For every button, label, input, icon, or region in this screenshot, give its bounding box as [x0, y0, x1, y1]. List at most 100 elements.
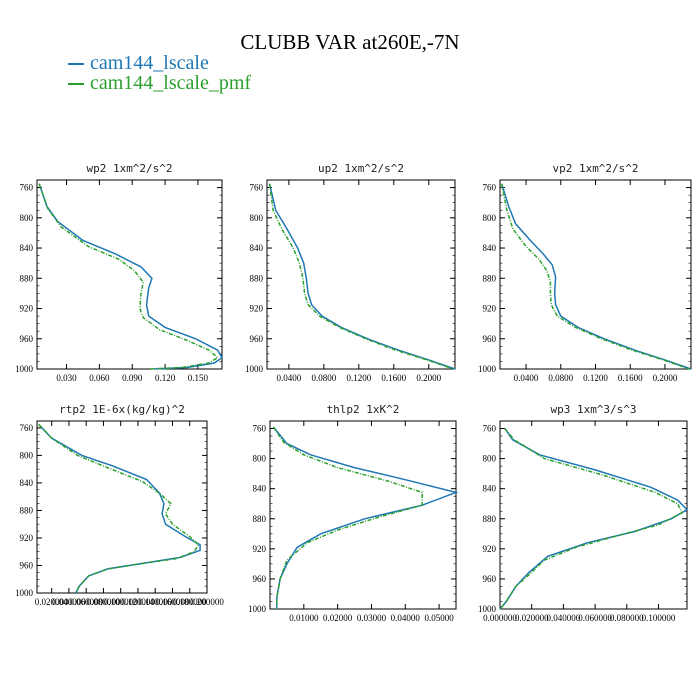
panel-title: wp2 1xm^2/s^2	[86, 162, 172, 175]
panel-1: wp2 1xm^2/s^2 760 800 840 880 920 960 1000 0.030…	[15, 162, 223, 383]
x-tick-label: 0.03000	[357, 613, 387, 623]
y-tick-label: 920	[253, 544, 267, 554]
y-tick-label: 880	[20, 273, 34, 283]
plot-frame	[269, 420, 457, 610]
y-tick-label: 1000	[478, 604, 497, 614]
y-tick-label: 880	[250, 273, 264, 283]
panel-3: vp2 1xm^2/s^2 760 800 840 880 920 960 1000 0.040…	[478, 162, 692, 383]
y-tick-label: 920	[483, 304, 497, 314]
x-tick-label: 0.060000	[69, 597, 103, 607]
x-tick-label: 0.000000	[483, 613, 517, 623]
x-tick-label: 0.1600	[381, 373, 406, 383]
legend-label: cam144_lscale_pmf	[90, 72, 252, 94]
x-tick-label: 0.200000	[190, 597, 224, 607]
x-tick-label: 0.060000	[578, 613, 612, 623]
y-tick-label: 880	[483, 514, 497, 524]
y-tick-label: 960	[250, 334, 264, 344]
x-tick-label: 0.020000	[515, 613, 549, 623]
legend-swatch-blue	[68, 63, 84, 66]
y-tick-label: 920	[250, 304, 264, 314]
panel-2: up2 1xm^2/s^2 760 800 840 880 920 960 1000 0.040…	[245, 162, 456, 383]
series-line-lscale	[272, 426, 459, 609]
y-tick-label: 760	[20, 423, 34, 433]
y-tick-label: 920	[20, 304, 34, 314]
x-tick-label: 0.180000	[173, 597, 207, 607]
y-tick-label: 760	[483, 183, 497, 193]
panel-title: thlp2 1xK^2	[327, 403, 400, 416]
y-tick-label: 800	[20, 213, 34, 223]
x-tick-label: 0.160000	[156, 597, 190, 607]
x-tick-label: 0.150	[188, 373, 209, 383]
plot-frame	[36, 420, 208, 594]
x-tick-label: 0.040000	[52, 597, 86, 607]
legend-swatch-green	[68, 83, 84, 86]
series-line-lscale	[268, 183, 456, 370]
series-line-lscale	[38, 183, 223, 370]
panel-title: up2 1xm^2/s^2	[318, 162, 404, 175]
x-tick-label: 0.020000	[35, 597, 69, 607]
series-line-lscale-pmf	[268, 183, 454, 370]
series-line-lscale-pmf	[499, 428, 684, 610]
y-tick-label: 840	[20, 478, 34, 488]
x-tick-label: 0.040000	[547, 613, 581, 623]
x-tick-label: 0.090	[122, 373, 143, 383]
x-tick-label: 0.0400	[514, 373, 539, 383]
y-tick-label: 1000	[15, 364, 34, 374]
x-tick-label: 0.140000	[138, 597, 172, 607]
y-tick-label: 800	[20, 450, 34, 460]
y-tick-label: 1000	[248, 604, 267, 614]
y-tick-label: 1000	[478, 364, 497, 374]
plot-frame	[266, 179, 456, 370]
x-tick-label: 0.0800	[311, 373, 336, 383]
x-tick-label: 0.01000	[289, 613, 319, 623]
y-tick-label: 760	[483, 424, 497, 434]
y-tick-label: 760	[20, 183, 34, 193]
y-tick-label: 840	[483, 243, 497, 253]
plot-frame	[36, 179, 223, 370]
x-tick-label: 0.04000	[391, 613, 421, 623]
y-tick-label: 800	[253, 454, 267, 464]
y-tick-label: 1000	[245, 364, 264, 374]
x-tick-label: 0.2000	[653, 373, 678, 383]
x-tick-label: 0.1200	[346, 373, 371, 383]
series-line-lscale-pmf	[500, 183, 690, 370]
x-tick-label: 0.2000	[416, 373, 441, 383]
y-tick-label: 840	[483, 484, 497, 494]
series-line-lscale	[499, 428, 689, 610]
x-tick-label: 0.100000	[104, 597, 138, 607]
x-tick-label: 0.100000	[642, 613, 676, 623]
series-line-lscale	[500, 183, 692, 370]
y-tick-label: 960	[483, 574, 497, 584]
x-tick-label: 0.030	[56, 373, 77, 383]
y-tick-label: 920	[20, 533, 34, 543]
panel-title: vp2 1xm^2/s^2	[552, 162, 638, 175]
y-tick-label: 760	[250, 183, 264, 193]
y-tick-label: 840	[20, 243, 34, 253]
y-tick-label: 920	[483, 544, 497, 554]
series-line-lscale-pmf	[272, 426, 423, 609]
y-tick-label: 800	[483, 213, 497, 223]
figure-title: CLUBB VAR at260E,-7N	[240, 30, 460, 54]
x-tick-label: 0.02000	[323, 613, 353, 623]
y-tick-label: 880	[483, 273, 497, 283]
y-tick-label: 800	[250, 213, 264, 223]
y-tick-label: 760	[253, 424, 267, 434]
y-tick-label: 960	[483, 334, 497, 344]
y-tick-label: 960	[20, 560, 34, 570]
plot-frame	[499, 179, 692, 370]
y-tick-label: 800	[483, 454, 497, 464]
y-tick-label: 880	[253, 514, 267, 524]
x-tick-label: 0.060	[89, 373, 110, 383]
x-tick-label: 0.05000	[424, 613, 454, 623]
y-tick-label: 960	[20, 334, 34, 344]
panel-5: thlp2 1xK^2 760 800 840 880 920 960 1000 0.01000…	[248, 403, 459, 623]
x-tick-label: 0.1600	[618, 373, 643, 383]
panel-title: rtp2 1E-6x(kg/kg)^2	[59, 403, 185, 416]
x-tick-label: 0.0800	[548, 373, 573, 383]
y-tick-label: 880	[20, 505, 34, 515]
x-tick-label: 0.120000	[121, 597, 155, 607]
panel-6: wp3 1xm^3/s^3 760 800 840 880 920 960 10000.000…	[478, 403, 689, 623]
y-tick-label: 1000	[15, 588, 34, 598]
plot-frame	[499, 420, 688, 610]
